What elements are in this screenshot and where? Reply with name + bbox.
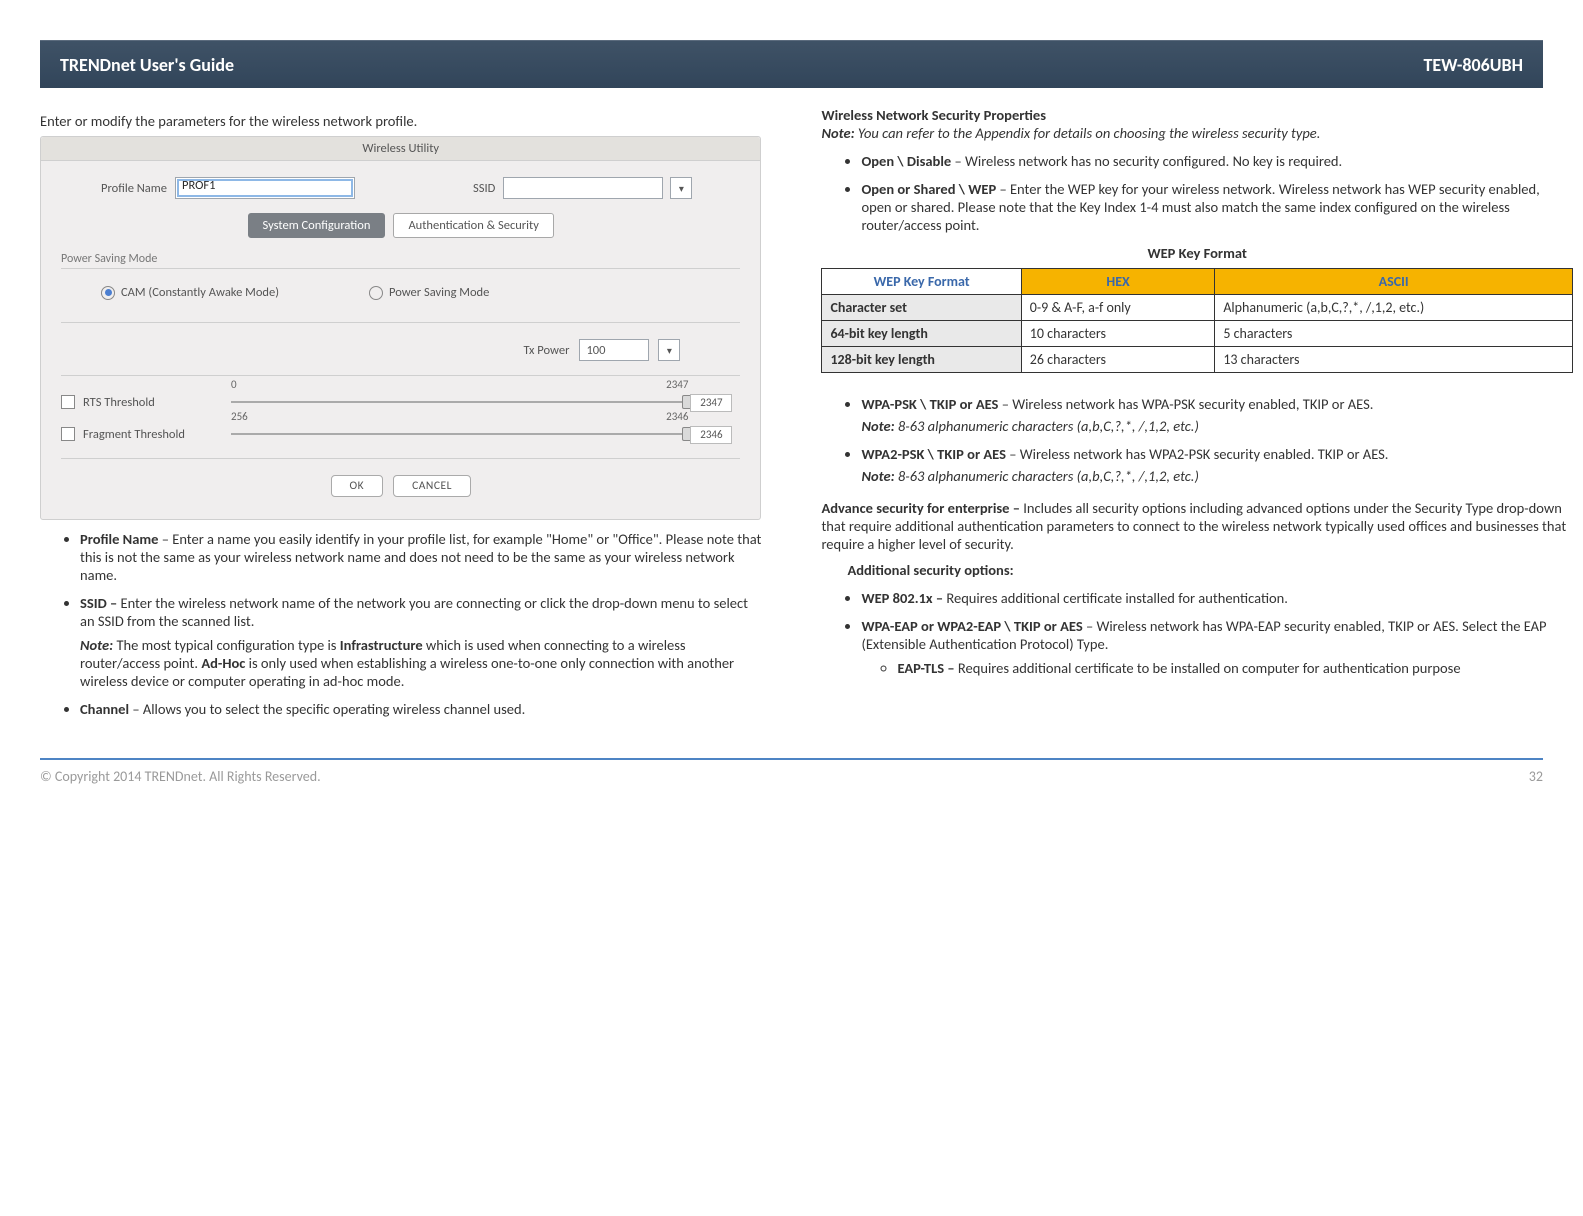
- radio-dot-icon: [369, 286, 383, 300]
- bullet-open-shared-wep: Open or Shared \ WEP – Enter the WEP key…: [861, 180, 1573, 234]
- td-charset-ascii: Alphanumeric (a,b,C,?,*, /,1,2, etc.): [1215, 295, 1573, 321]
- wep-table-title: WEP Key Format: [821, 244, 1573, 262]
- txpower-dropdown-button[interactable]: ▾: [658, 339, 680, 361]
- additional-security-title: Additional security options:: [847, 561, 1573, 579]
- bullet-wpa2-psk: WPA2-PSK \ TKIP or AES – Wireless networ…: [861, 445, 1573, 485]
- ok-button[interactable]: OK: [331, 475, 384, 497]
- ssid-label: SSID: [473, 181, 495, 196]
- separator: [61, 322, 740, 323]
- separator: [61, 268, 740, 269]
- bullet-eap-tls: EAP-TLS – Requires additional certificat…: [897, 659, 1573, 677]
- td-128bit-label: 128-bit key length: [822, 347, 1021, 373]
- header-bar: TRENDnet User's Guide TEW-806UBH: [40, 40, 1543, 88]
- profile-name-input[interactable]: PROF1: [175, 177, 355, 199]
- wu-titlebar: Wireless Utility: [41, 137, 760, 161]
- bullet-wpa-psk: WPA-PSK \ TKIP or AES – Wireless network…: [861, 395, 1573, 435]
- radio-dot-icon: [101, 286, 115, 300]
- rts-label: RTS Threshold: [83, 395, 223, 410]
- bullet-wep-8021x: WEP 802.1x – Requires additional certifi…: [861, 589, 1573, 607]
- td-128bit-hex: 26 characters: [1021, 347, 1215, 373]
- footer-page: 32: [1529, 768, 1543, 785]
- frag-label: Fragment Threshold: [83, 427, 223, 442]
- footer-separator: [40, 758, 1543, 760]
- td-64bit-label: 64-bit key length: [822, 321, 1021, 347]
- radio-cam[interactable]: CAM (Constantly Awake Mode): [101, 285, 279, 300]
- td-charset-hex: 0-9 & A-F, a-f only: [1021, 295, 1215, 321]
- cancel-button[interactable]: CANCEL: [393, 475, 471, 497]
- rts-slider[interactable]: 0 2347 2347: [231, 392, 688, 412]
- security-properties-title: Wireless Network Security Properties: [821, 106, 1573, 124]
- wu-title: Wireless Utility: [362, 141, 439, 156]
- bullet-profile-name: Profile Name – Enter a name you easily i…: [80, 530, 761, 584]
- th-ascii: ASCII: [1215, 269, 1573, 295]
- left-intro: Enter or modify the parameters for the w…: [40, 112, 761, 130]
- td-64bit-hex: 10 characters: [1021, 321, 1215, 347]
- header-title-right: TEW-806UBH: [1423, 54, 1523, 76]
- frag-value: 2346: [690, 426, 732, 444]
- frag-checkbox[interactable]: [61, 427, 75, 441]
- txpower-select[interactable]: 100: [579, 339, 649, 361]
- left-bullets: Profile Name – Enter a name you easily i…: [40, 530, 761, 718]
- radio-psm[interactable]: Power Saving Mode: [369, 285, 489, 300]
- bullet-wpa-eap: WPA-EAP or WPA2-EAP \ TKIP or AES – Wire…: [861, 617, 1573, 677]
- td-64bit-ascii: 5 characters: [1215, 321, 1573, 347]
- header-title-left: TRENDnet User's Guide: [60, 54, 234, 76]
- footer: © Copyright 2014 TRENDnet. All Rights Re…: [40, 768, 1543, 805]
- separator: [61, 375, 740, 376]
- wireless-utility-window: Wireless Utility Profile Name PROF1 SSID…: [40, 136, 761, 520]
- ssid-dropdown-button[interactable]: ▾: [670, 177, 692, 199]
- th-hex: HEX: [1021, 269, 1215, 295]
- txpower-label: Tx Power: [524, 343, 570, 358]
- th-wep-format: WEP Key Format: [822, 269, 1021, 295]
- bullet-open-disable: Open \ Disable – Wireless network has no…: [861, 152, 1573, 170]
- radio-cam-label: CAM (Constantly Awake Mode): [121, 285, 279, 300]
- footer-copyright: © Copyright 2014 TRENDnet. All Rights Re…: [40, 768, 321, 785]
- bullet-ssid: SSID – Enter the wireless network name o…: [80, 594, 761, 690]
- bullet-channel: Channel – Allows you to select the speci…: [80, 700, 761, 718]
- separator: [61, 458, 740, 459]
- psm-section-label: Power Saving Mode: [61, 252, 740, 266]
- security-note: Note: You can refer to the Appendix for …: [821, 124, 1573, 142]
- radio-psm-label: Power Saving Mode: [389, 285, 489, 300]
- wep-key-format-table: WEP Key Format HEX ASCII Character set 0…: [821, 268, 1573, 373]
- ssid-input[interactable]: [503, 177, 663, 199]
- td-128bit-ascii: 13 characters: [1215, 347, 1573, 373]
- left-column: Enter or modify the parameters for the w…: [40, 104, 761, 728]
- rts-checkbox[interactable]: [61, 395, 75, 409]
- tab-authentication-security[interactable]: Authentication & Security: [393, 213, 553, 238]
- advance-security-para: Advance security for enterprise – Includ…: [821, 499, 1573, 553]
- frag-slider[interactable]: 256 2346 2346: [231, 424, 688, 444]
- tab-system-configuration[interactable]: System Configuration: [248, 213, 386, 238]
- rts-value: 2347: [690, 394, 732, 412]
- profile-name-label: Profile Name: [101, 181, 167, 196]
- right-column: Wireless Network Security Properties Not…: [821, 104, 1573, 728]
- td-charset-label: Character set: [822, 295, 1021, 321]
